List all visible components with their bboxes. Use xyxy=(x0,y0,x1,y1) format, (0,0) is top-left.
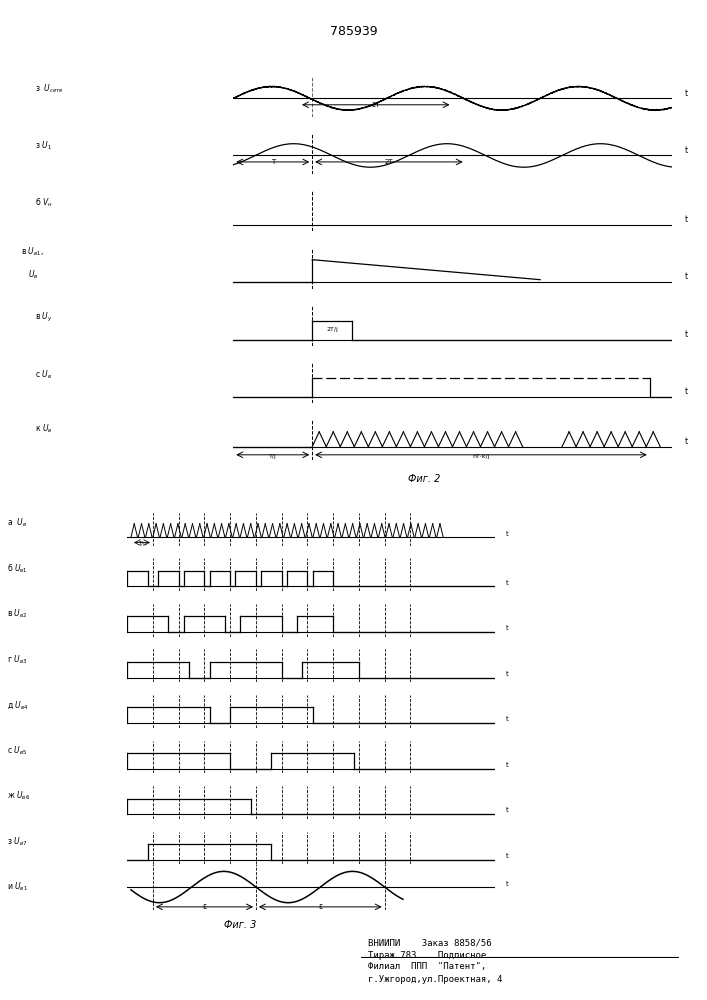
Text: t: t xyxy=(685,272,688,281)
Text: б $V_н$: б $V_н$ xyxy=(35,197,53,209)
Text: а  $U_в$: а $U_в$ xyxy=(7,517,27,529)
Text: ε: ε xyxy=(202,902,206,911)
Text: t: t xyxy=(506,531,508,537)
Text: 2T/j: 2T/j xyxy=(326,327,338,332)
Text: с $U_{в5}$: с $U_{в5}$ xyxy=(7,744,28,757)
Text: t: t xyxy=(506,881,508,887)
Text: $U_в$: $U_в$ xyxy=(28,268,39,281)
Text: з  $U_{сете}$: з $U_{сете}$ xyxy=(35,82,64,95)
Text: T/n: T/n xyxy=(138,541,146,546)
Text: з $U_1$: з $U_1$ xyxy=(35,139,52,152)
Text: t: t xyxy=(685,437,688,446)
Text: 2T: 2T xyxy=(371,102,380,108)
Text: t: t xyxy=(685,387,688,396)
Text: t: t xyxy=(506,762,508,768)
Text: Филиал  ППП  "Патент",: Филиал ППП "Патент", xyxy=(368,962,486,971)
Text: ж $U_{в6}$: ж $U_{в6}$ xyxy=(7,790,30,802)
Text: в $U_у$: в $U_у$ xyxy=(35,311,53,324)
Text: ВНИИПИ    Заказ 8858/56: ВНИИПИ Заказ 8858/56 xyxy=(368,938,491,947)
Text: в $U_{в1}$,: в $U_{в1}$, xyxy=(21,245,44,258)
Text: t: t xyxy=(506,716,508,722)
Text: с $U_в$: с $U_в$ xyxy=(35,368,52,381)
Text: t: t xyxy=(506,807,508,813)
Text: д $U_{в4}$: д $U_{в4}$ xyxy=(7,699,28,711)
Text: ε: ε xyxy=(318,902,322,911)
Text: t: t xyxy=(506,625,508,631)
Text: nT·k/j: nT·k/j xyxy=(472,454,490,459)
Text: t: t xyxy=(685,89,688,98)
Text: t: t xyxy=(685,146,688,155)
Text: t: t xyxy=(685,330,688,339)
Text: T: T xyxy=(271,159,275,165)
Text: г $U_{в3}$: г $U_{в3}$ xyxy=(7,653,28,666)
Text: Фиг. 2: Фиг. 2 xyxy=(408,474,440,484)
Text: 785939: 785939 xyxy=(329,25,378,38)
Text: t: t xyxy=(506,580,508,586)
Text: к $U_в$: к $U_в$ xyxy=(35,422,53,435)
Text: в $U_{в2}$: в $U_{в2}$ xyxy=(7,608,28,620)
Text: б $U_{в1}$: б $U_{в1}$ xyxy=(7,562,28,575)
Text: t: t xyxy=(685,215,688,224)
Text: t: t xyxy=(506,671,508,677)
Text: t: t xyxy=(506,853,508,859)
Text: г.Ужгород,ул.Проектная, 4: г.Ужгород,ул.Проектная, 4 xyxy=(368,975,502,984)
Text: Тираж 783    Подписное: Тираж 783 Подписное xyxy=(368,951,486,960)
Text: Фиг. 3: Фиг. 3 xyxy=(224,920,257,930)
Text: з $U_{в7}$: з $U_{в7}$ xyxy=(7,835,28,848)
Text: 2T: 2T xyxy=(385,159,393,165)
Text: T/j: T/j xyxy=(269,454,276,459)
Text: и $U_{в1}$: и $U_{в1}$ xyxy=(7,881,28,893)
